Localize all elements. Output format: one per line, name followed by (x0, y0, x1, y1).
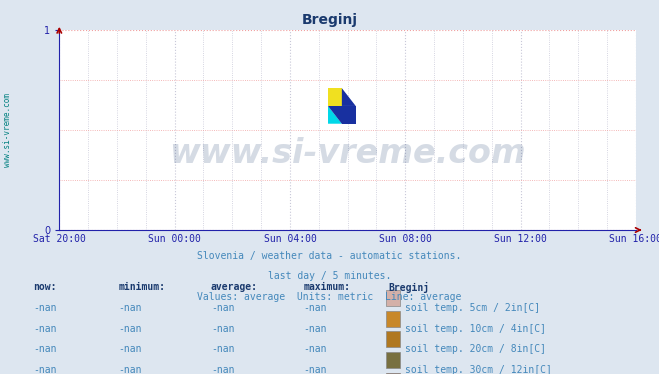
Text: -nan: -nan (303, 365, 327, 374)
Text: -nan: -nan (119, 365, 142, 374)
Text: -nan: -nan (211, 344, 235, 354)
Polygon shape (328, 106, 356, 124)
Polygon shape (328, 106, 342, 124)
Text: www.si-vreme.com: www.si-vreme.com (169, 138, 526, 171)
Text: Breginj: Breginj (302, 13, 357, 27)
Text: -nan: -nan (33, 303, 57, 313)
Text: -nan: -nan (211, 324, 235, 334)
Text: -nan: -nan (119, 303, 142, 313)
Text: Breginj: Breginj (389, 282, 430, 293)
Text: now:: now: (33, 282, 57, 292)
Text: Values: average  Units: metric  Line: average: Values: average Units: metric Line: aver… (197, 292, 462, 302)
Text: -nan: -nan (33, 365, 57, 374)
Text: -nan: -nan (119, 344, 142, 354)
Text: -nan: -nan (33, 344, 57, 354)
Text: Slovenia / weather data - automatic stations.: Slovenia / weather data - automatic stat… (197, 251, 462, 261)
Polygon shape (342, 88, 356, 106)
Text: maximum:: maximum: (303, 282, 350, 292)
Text: soil temp. 30cm / 12in[C]: soil temp. 30cm / 12in[C] (405, 365, 552, 374)
Text: last day / 5 minutes.: last day / 5 minutes. (268, 271, 391, 281)
Text: soil temp. 20cm / 8in[C]: soil temp. 20cm / 8in[C] (405, 344, 546, 354)
Polygon shape (328, 88, 342, 106)
Text: -nan: -nan (119, 324, 142, 334)
Text: -nan: -nan (211, 303, 235, 313)
Text: -nan: -nan (303, 303, 327, 313)
Text: soil temp. 10cm / 4in[C]: soil temp. 10cm / 4in[C] (405, 324, 546, 334)
Text: soil temp. 5cm / 2in[C]: soil temp. 5cm / 2in[C] (405, 303, 540, 313)
Text: -nan: -nan (303, 344, 327, 354)
Text: -nan: -nan (33, 324, 57, 334)
Text: -nan: -nan (211, 365, 235, 374)
Text: average:: average: (211, 282, 258, 292)
Text: minimum:: minimum: (119, 282, 165, 292)
Text: -nan: -nan (303, 324, 327, 334)
Text: www.si-vreme.com: www.si-vreme.com (3, 93, 13, 167)
